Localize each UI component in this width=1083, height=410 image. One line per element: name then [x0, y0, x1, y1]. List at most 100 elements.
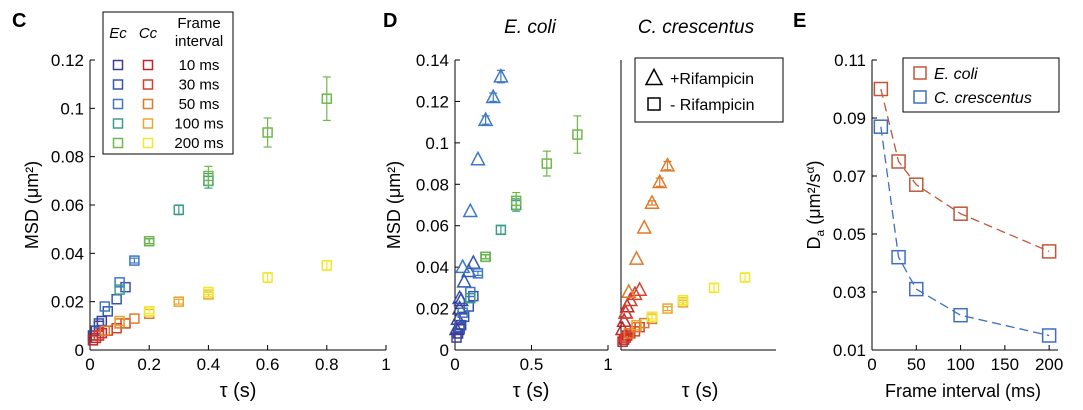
panel-e-series-line — [880, 88, 1050, 252]
panel-d-left-square-point — [472, 268, 484, 279]
panel-c-legend-header-cc: Cc — [139, 25, 158, 42]
panel-d-right-triangle-point — [644, 194, 660, 209]
panel-e-legend-label: E. coli — [934, 66, 978, 83]
panel-d-left-square-point — [495, 224, 507, 236]
panel-d-left-square-point — [465, 292, 476, 304]
panel-label-c: C — [12, 10, 26, 32]
panel-c-legend-cc-marker — [142, 79, 154, 90]
panel-d-right-xlabel: τ (s) — [682, 380, 719, 402]
panel-e-data-point — [1041, 328, 1057, 343]
panel-c-square-point — [129, 313, 140, 324]
panel-c-legend-cc-marker — [142, 98, 154, 110]
panel-e-data-point — [953, 206, 968, 221]
panel-c-legend-label: 200 ms — [174, 135, 223, 152]
panel-e-ylabel-main: D — [804, 236, 824, 249]
panel-d-left-triangle-point — [485, 88, 501, 104]
panel-d-left-triangle-point — [465, 254, 482, 270]
panel-d-left-xtick-label: 0 — [450, 355, 459, 374]
panel-c-square-point — [321, 260, 333, 271]
panel-c-ytick-label: 0.08 — [51, 148, 84, 167]
panel-e-xtick-label: 100 — [946, 355, 974, 374]
panel-e-data-point — [909, 281, 924, 297]
panel-d-right-square-point — [662, 303, 673, 314]
panel-c-square-point — [203, 286, 214, 298]
panel-e-ylabel-sub: a — [813, 229, 827, 236]
panel-e-data-point — [909, 177, 924, 192]
panel-d-right-triangle-point — [616, 312, 632, 328]
panel-c-legend-label: 10 ms — [179, 57, 220, 74]
panel-d-legend: +Rifampicin - Rifampicin — [634, 57, 784, 123]
panel-d-ytick-label: 0.02 — [416, 300, 449, 319]
panel-c-square-point — [173, 204, 185, 216]
panel-label-d: D — [383, 10, 397, 32]
panel-c-square-point — [262, 127, 273, 138]
panel-d-legend-square-marker — [647, 97, 661, 111]
panel-c-xtick-label: 1 — [381, 355, 390, 374]
panel-e-legend-label: C. crescentus — [934, 90, 1032, 107]
panel-e-ytick-label: 0.11 — [834, 51, 866, 70]
panel-c-square-point — [99, 325, 111, 336]
panel-c-square-point — [102, 325, 114, 336]
panel-label-e: E — [793, 10, 806, 32]
panel-e-ylabel-rest: (μm²/s — [804, 173, 824, 229]
panel-e-ytick-label: 0.09 — [833, 109, 866, 128]
panel-e-ytick-label: 0.01 — [833, 341, 866, 360]
panel-d-left-square-point — [480, 251, 491, 263]
panel-d-right-square-point — [708, 282, 720, 294]
panel-c-ytick-label: 0.12 — [51, 51, 84, 70]
panel-c-xtick-label: 0.6 — [256, 355, 280, 374]
panel-d-left-xlabel: τ (s) — [513, 380, 550, 402]
panel-d-legend-triangle-marker — [644, 67, 664, 86]
panel-d-ytick-label: 0.04 — [416, 258, 449, 277]
panel-e-series-line — [880, 126, 1050, 337]
panel-c-square-point — [321, 93, 333, 104]
panel-c-square-point — [143, 306, 155, 317]
panel-c-square-point — [120, 318, 131, 329]
panel-c-xtick-label: 0 — [85, 355, 94, 374]
panel-d-left-triangle-point — [461, 262, 477, 278]
panel-d-ytick-label: 0.14 — [416, 51, 449, 70]
panel-c-legend-ec-marker — [112, 118, 124, 129]
panel-d-ytick-label: 0.08 — [416, 175, 449, 194]
panel-e-legend-marker — [913, 66, 927, 80]
panel-d-right-triangle-point — [621, 283, 637, 299]
panel-d-left-triangle-point — [454, 258, 471, 274]
panel-c-legend-header-frame: Frame — [177, 15, 220, 32]
panel-c-xtick-label: 0.2 — [137, 355, 161, 374]
panel-c-legend-header-interval: interval — [175, 33, 223, 50]
panel-c-legend-label: 50 ms — [179, 96, 220, 113]
panel-d-right-triangle-point — [636, 219, 652, 234]
panel-d-ytick-label: 0.1 — [425, 134, 449, 153]
panel-d-ytick-label: 0.12 — [416, 92, 449, 111]
panel-d-right-square-point — [739, 272, 751, 283]
panel-c-square-point — [129, 255, 140, 266]
panel-e-ylabel-sup: α — [803, 166, 817, 173]
panel-c-square-point — [114, 284, 125, 295]
panel-d-legend-box — [634, 57, 784, 123]
panel-e-data-point — [1041, 244, 1057, 259]
panel-d-left-triangle-point — [451, 289, 468, 305]
panel-c-square-point — [114, 277, 125, 288]
panel-e-data-point — [891, 154, 906, 169]
panel-c-square-point — [203, 170, 214, 182]
panel-e-xtick-label: 150 — [991, 355, 1019, 374]
panel-c-square-point — [111, 294, 122, 305]
panel-c-square-point — [96, 327, 108, 339]
panel-e-data-point — [873, 119, 889, 134]
panel-d-left-xtick-label: 0.5 — [520, 355, 544, 374]
panel-d-left-triangle-point — [456, 273, 472, 288]
panel-d-chart: MSD (μm²) E. coli C. crescentus τ (s) τ … — [384, 17, 784, 402]
panel-c-legend-cc-marker — [142, 137, 154, 149]
panel-d-left-square-point — [541, 158, 553, 169]
panel-d-right-triangle-point — [617, 304, 634, 319]
panel-e-chart: Da (μm²/sα) Frame interval (ms) E. coli C… — [803, 51, 1063, 401]
panel-d-right-triangle-point — [628, 250, 645, 265]
panel-d-right-triangle-point — [631, 281, 648, 296]
panel-c-ytick-label: 0.06 — [51, 196, 84, 215]
panel-d-left-square-point — [572, 129, 583, 140]
panel-d-legend-label: - Rifampicin — [670, 97, 754, 114]
panel-d-right-square-point — [631, 319, 642, 331]
panel-c-legend-label: 100 ms — [174, 116, 223, 133]
panel-c-ytick-label: 0 — [75, 341, 84, 360]
